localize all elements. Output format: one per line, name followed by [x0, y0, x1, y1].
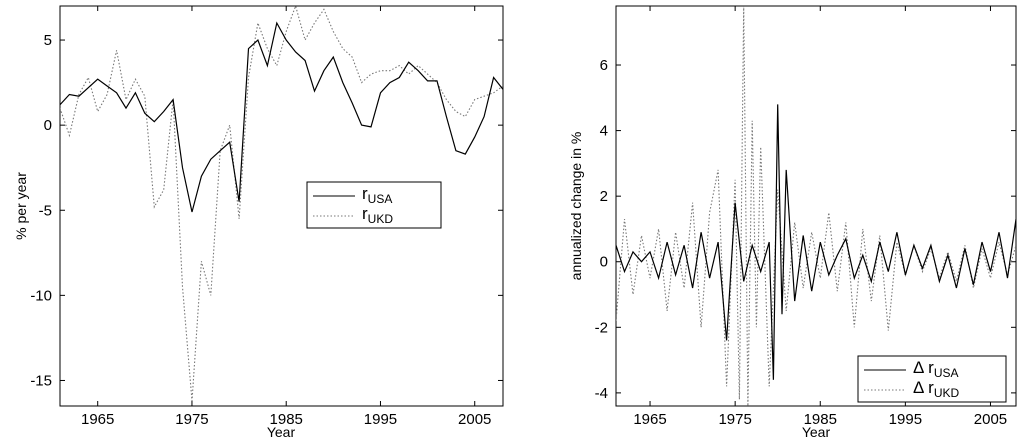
x-tick-label-right-4: 2005	[974, 411, 1007, 428]
x-tick-label-left-3: 1995	[364, 411, 397, 428]
x-axis-label-left: Year	[267, 424, 296, 440]
y-tick-label-left-1: -10	[30, 287, 52, 304]
legend-right: Δ rUSA Δ rUKD	[857, 355, 1007, 403]
legend-box-right	[857, 355, 1007, 403]
plot-area-right	[615, 5, 1017, 407]
x-tick-label-right-2: 1985	[804, 411, 837, 428]
y-tick-label-left-0: -15	[30, 372, 52, 389]
y-tick-label-right-0: -4	[595, 385, 608, 402]
x-axis-label-right: Year	[802, 424, 831, 440]
x-tick-label-left-2: 1985	[270, 411, 303, 428]
y-tick-label-left-2: -5	[39, 202, 52, 219]
x-tick-group-right: 1965 1975 1985 1995 2005	[633, 6, 1007, 428]
panel-right: 1965 1975 1985 1995 2005 -4 -2 0 2 4 6 Year annua…	[568, 5, 1017, 440]
y-tick-label-right-4: 4	[600, 123, 608, 140]
legend-label-usa-left: rUSA	[362, 184, 392, 206]
x-tick-label-right-3: 1995	[889, 411, 922, 428]
series-line-usa-left	[60, 21, 503, 213]
x-tick-label-right-1: 1975	[718, 411, 751, 428]
y-tick-label-left-4: 5	[44, 32, 52, 49]
legend-label-ukd-right: Δ rUKD	[913, 378, 959, 400]
legend-left: rUSA rUKD	[306, 181, 442, 229]
x-tick-label-right-0: 1965	[633, 411, 666, 428]
legend-box-left	[306, 181, 442, 229]
series-line-ukd-left	[60, 6, 503, 401]
y-axis-label-left: % per year	[13, 172, 29, 240]
series-line-ukd-right	[616, 6, 1016, 406]
y-tick-label-left-3: 0	[44, 117, 52, 134]
y-tick-label-right-2: 0	[600, 254, 608, 271]
legend-label-usa-right: Δ rUSA	[913, 358, 959, 380]
y-tick-group-left: -15 -10 -5 0 5	[30, 32, 503, 389]
x-tick-label-left-4: 2005	[458, 411, 491, 428]
y-axis-label-right: annualized change in %	[568, 132, 584, 281]
legend-label-ukd-left: rUKD	[362, 204, 393, 226]
y-tick-label-right-3: 2	[600, 188, 608, 205]
x-tick-group-left: 1965 1975 1985 1995 2005	[81, 6, 491, 428]
y-tick-label-right-5: 6	[600, 57, 608, 74]
y-tick-label-right-1: -2	[595, 319, 608, 336]
y-tick-group-right: -4 -2 0 2 4 6	[595, 57, 1016, 402]
series-group-left	[60, 6, 503, 401]
panel-left: 1965 1975 1985 1995 2005 -15 -10 -5 0 5 Year % p…	[13, 5, 504, 440]
series-line-usa-right	[616, 104, 1016, 380]
x-tick-label-left-1: 1975	[175, 411, 208, 428]
x-tick-label-left-0: 1965	[81, 411, 114, 428]
series-group-right	[616, 6, 1016, 406]
